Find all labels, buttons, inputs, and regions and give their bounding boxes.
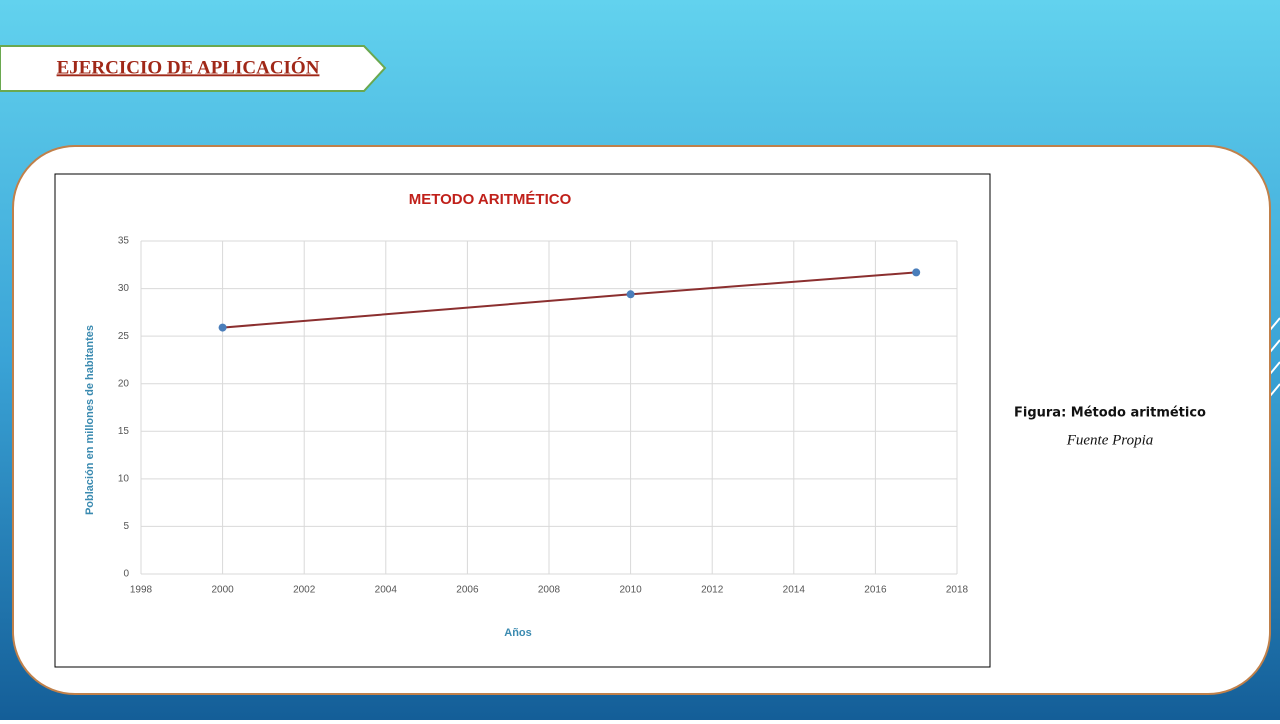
heading-banner [0,45,387,92]
x-tick-label: 2012 [701,585,724,596]
figure-source: Fuente Propia [1066,432,1154,448]
figure-caption: Figura: Método aritmético [1014,406,1206,421]
y-tick-label: 10 [118,473,130,484]
y-axis-label: Población en millones de habitantes [84,325,96,515]
x-tick-label: 2010 [619,585,642,596]
y-tick-label: 15 [118,426,130,437]
x-tick-label: 2014 [783,585,806,596]
y-tick-label: 25 [118,331,130,342]
x-tick-label: 2018 [946,585,969,596]
y-tick-label: 20 [118,378,130,389]
x-tick-label: 2016 [864,585,887,596]
x-axis-label: Años [504,627,532,639]
data-point [218,323,227,332]
x-tick-label: 2002 [293,585,316,596]
x-tick-label: 2004 [375,585,398,596]
y-tick-label: 0 [123,569,129,580]
data-point [912,268,921,277]
y-tick-label: 30 [118,283,130,294]
y-tick-label: 5 [123,521,129,532]
x-tick-label: 2006 [456,585,479,596]
x-tick-label: 2008 [538,585,561,596]
x-tick-label: 2000 [211,585,234,596]
chart-title: METODO ARITMÉTICO [409,191,572,208]
x-tick-label: 1998 [130,585,153,596]
heading: EJERCICIO DE APLICACIÓN [57,56,320,78]
data-point [626,290,635,299]
decoration [1269,317,1280,397]
chart-frame [54,173,991,668]
y-tick-label: 35 [118,236,130,247]
